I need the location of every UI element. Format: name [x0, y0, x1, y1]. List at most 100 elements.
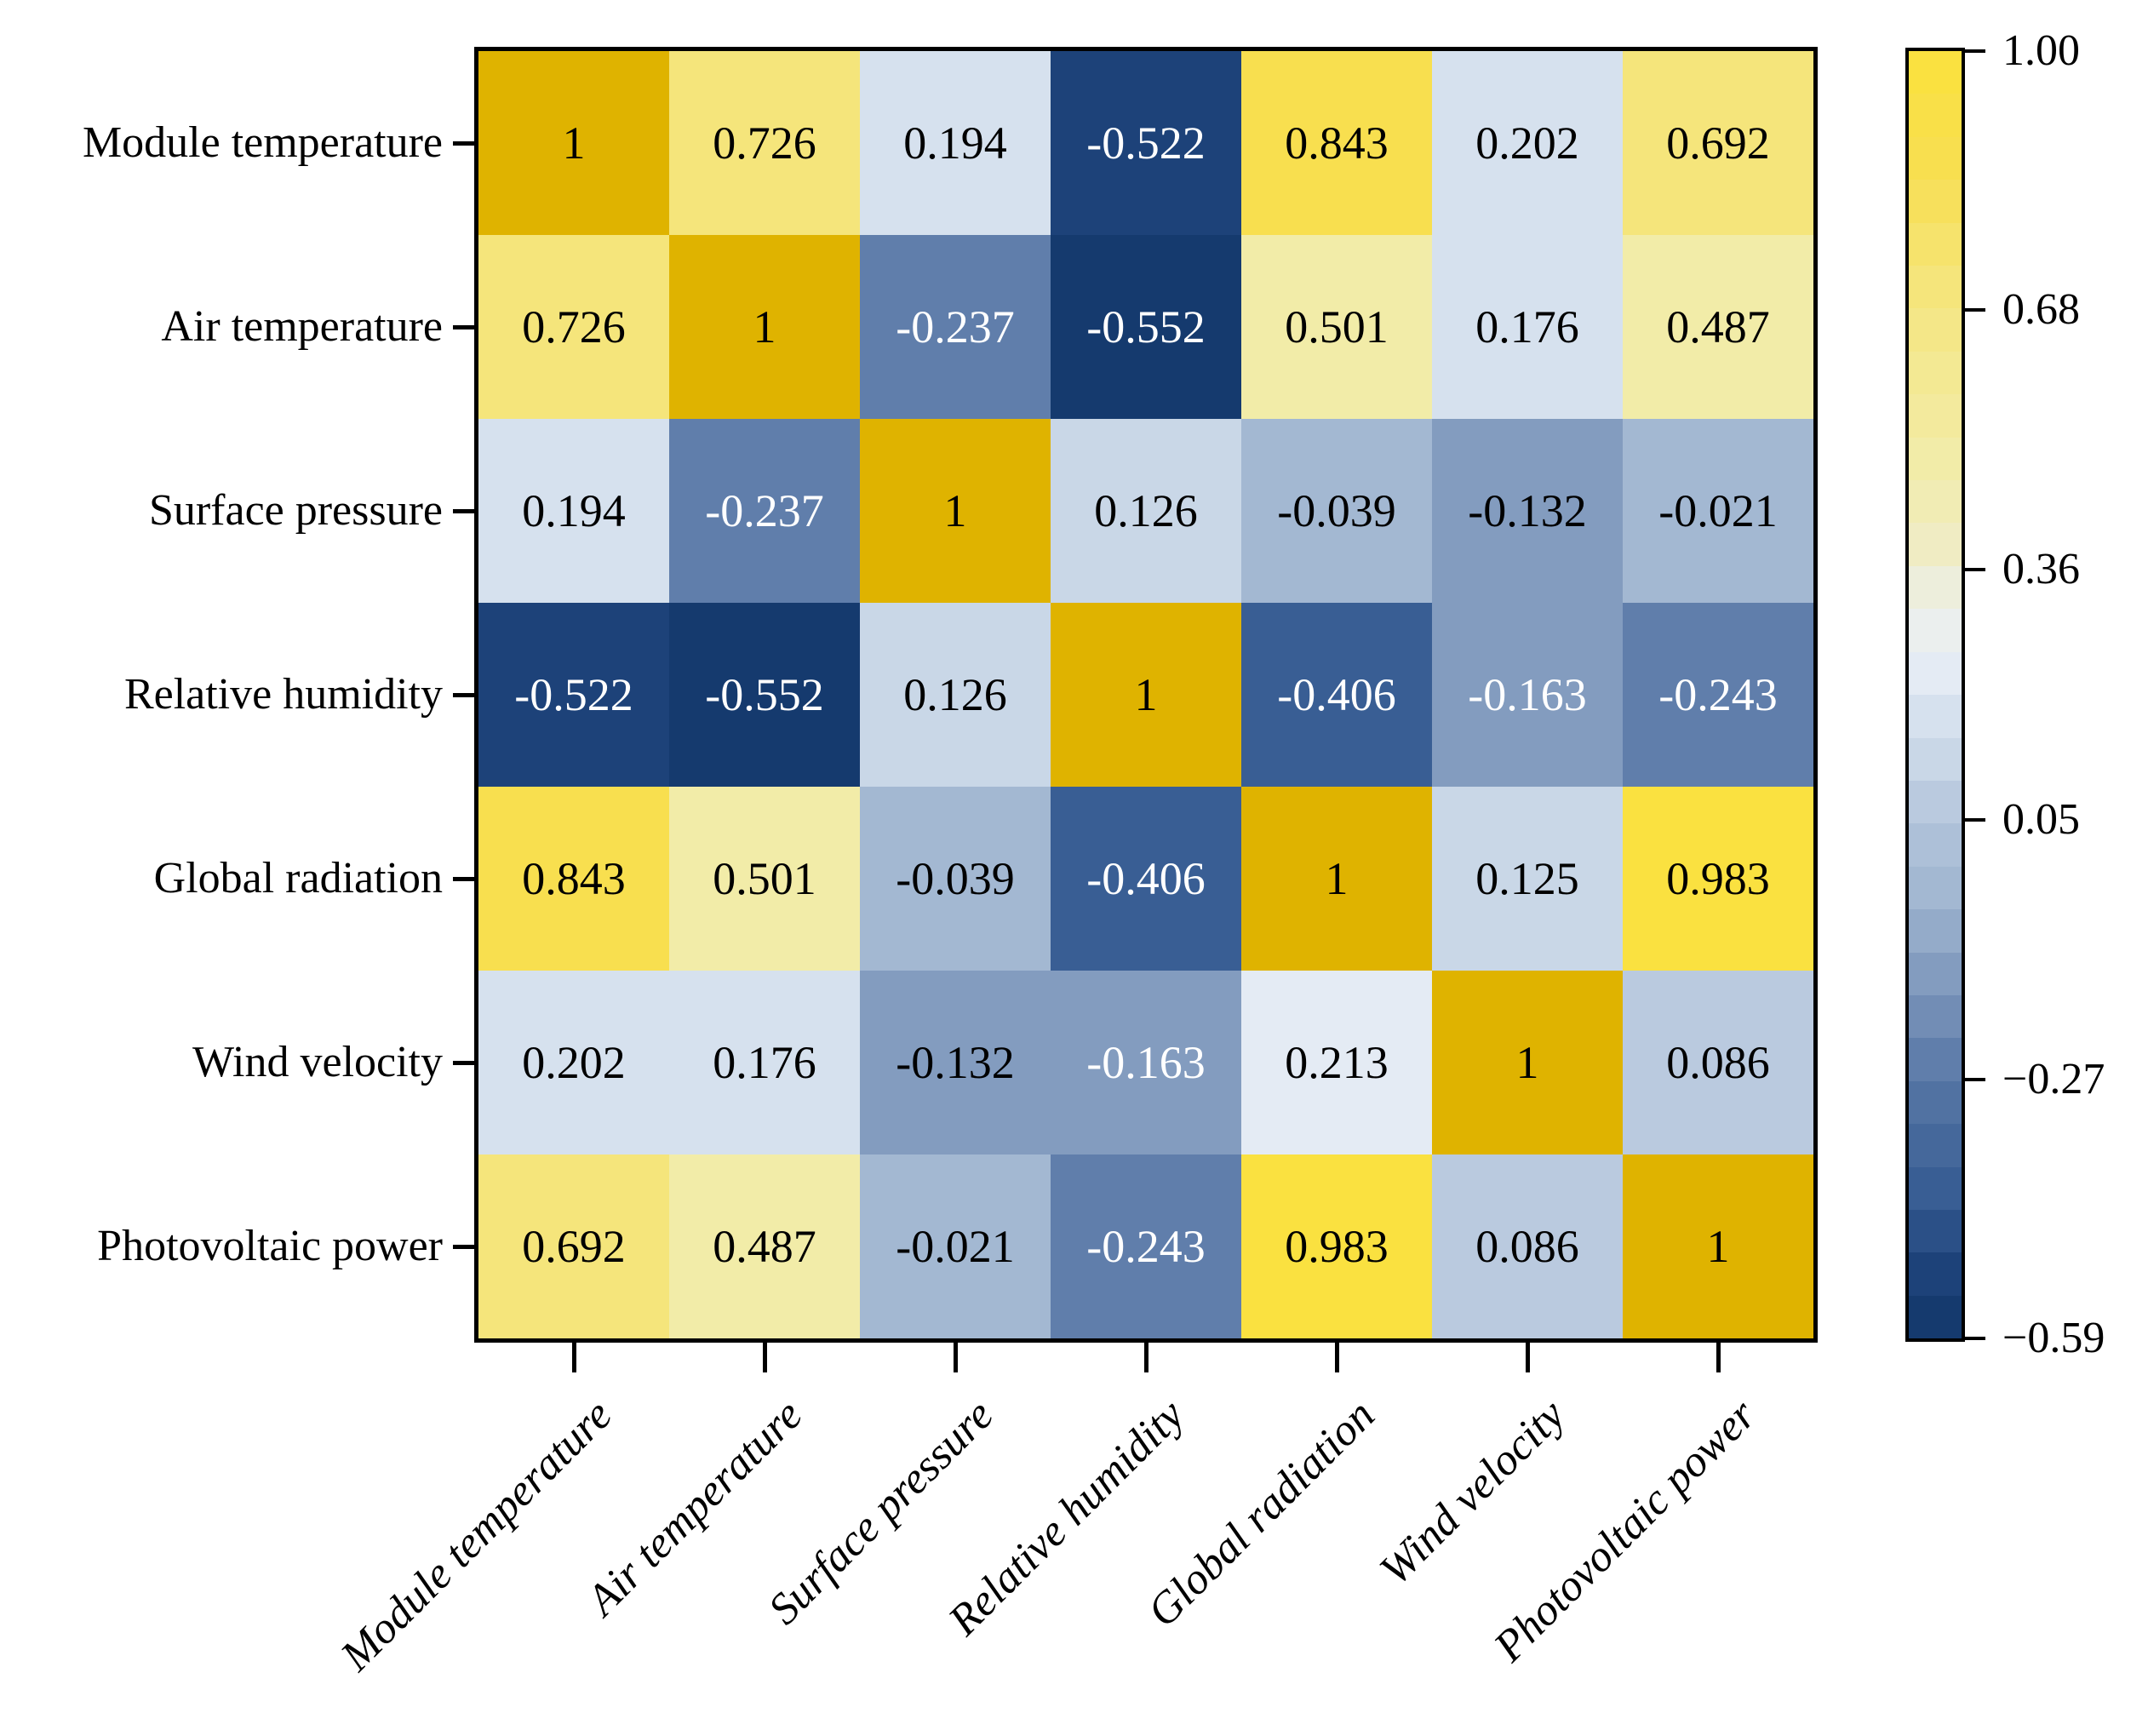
- x-axis-tick: [1716, 1343, 1721, 1372]
- heatmap-cell: -0.406: [1051, 787, 1241, 971]
- y-axis-tick: [453, 1060, 474, 1065]
- heatmap-cell: 0.487: [669, 1154, 860, 1338]
- heatmap-cell: -0.021: [1623, 419, 1813, 603]
- colorbar-segment: [1909, 651, 1962, 696]
- heatmap-cell: 0.487: [1623, 235, 1813, 419]
- colorbar-segment: [1909, 1038, 1962, 1081]
- heatmap-cell: 1: [1241, 787, 1432, 971]
- colorbar-segment: [1909, 266, 1962, 309]
- heatmap-cell: -0.522: [478, 603, 669, 787]
- colorbar-tick-label: 1.00: [2002, 26, 2080, 75]
- colorbar-segment: [1909, 437, 1962, 481]
- heatmap-cell: 1: [669, 235, 860, 419]
- heatmap-cell: 0.125: [1432, 787, 1623, 971]
- heatmap-cell: -0.522: [1051, 51, 1241, 235]
- heatmap-cell: 0.086: [1432, 1154, 1623, 1338]
- colorbar-segment: [1909, 952, 1962, 995]
- colorbar-segment: [1909, 480, 1962, 524]
- colorbar-tick-label: 0.68: [2002, 285, 2080, 335]
- colorbar-segment: [1909, 136, 1962, 180]
- y-axis-tick: [453, 876, 474, 881]
- colorbar-segment: [1909, 695, 1962, 738]
- colorbar-segment: [1909, 51, 1962, 95]
- y-axis-tick: [453, 508, 474, 513]
- heatmap-cell: 0.726: [669, 51, 860, 235]
- heatmap-cell: 0.983: [1241, 1154, 1432, 1338]
- heatmap-cell: -0.552: [669, 603, 860, 787]
- colorbar-tick: [1963, 49, 1985, 53]
- heatmap-cell: 0.692: [478, 1154, 669, 1338]
- heatmap-plot-area: 1 0.726 0.194 -0.522 0.843 0.202 0.692 0.726 1 -0…: [474, 47, 1818, 1343]
- heatmap-cell: -0.039: [1241, 419, 1432, 603]
- heatmap-cell: 0.126: [1051, 419, 1241, 603]
- heatmap-cell: 1: [1623, 1154, 1813, 1338]
- heatmap-cell: 0.692: [1623, 51, 1813, 235]
- colorbar-segment: [1909, 1124, 1962, 1167]
- heatmap-cell: -0.243: [1051, 1154, 1241, 1338]
- heatmap-cell: 1: [478, 51, 669, 235]
- heatmap-cell: 0.501: [669, 787, 860, 971]
- x-axis-label: Module temperature: [331, 1390, 621, 1681]
- heatmap-cell: -0.406: [1241, 603, 1432, 787]
- heatmap-cell: -0.163: [1432, 603, 1623, 787]
- heatmap-cell: 1: [1051, 603, 1241, 787]
- colorbar-tick: [1963, 818, 1985, 822]
- y-axis-label: Air temperature: [161, 302, 443, 351]
- colorbar-tick: [1963, 1337, 1985, 1340]
- y-axis-label: Module temperature: [82, 118, 443, 167]
- heatmap-cell: 1: [860, 419, 1051, 603]
- heatmap-cell: 0.501: [1241, 235, 1432, 419]
- heatmap-cell: 0.194: [478, 419, 669, 603]
- heatmap-cell: 0.176: [669, 971, 860, 1154]
- colorbar-tick-label: −0.59: [2002, 1314, 2105, 1362]
- heatmap-cell: -0.039: [860, 787, 1051, 971]
- colorbar-segment: [1909, 308, 1962, 352]
- y-axis-tick: [453, 1244, 474, 1249]
- heatmap-cell: 0.983: [1623, 787, 1813, 971]
- heatmap-cell: 0.843: [478, 787, 669, 971]
- x-axis-tick: [1143, 1343, 1148, 1372]
- colorbar-segment: [1909, 737, 1962, 781]
- x-axis-tick: [953, 1343, 958, 1372]
- colorbar-segment: [1909, 1166, 1962, 1210]
- colorbar-segment: [1909, 994, 1962, 1039]
- colorbar-segment: [1909, 780, 1962, 824]
- y-axis-label: Surface pressure: [148, 486, 443, 535]
- heatmap-cell: 0.176: [1432, 235, 1623, 419]
- colorbar-segment: [1909, 1080, 1962, 1125]
- heatmap-cell: -0.163: [1051, 971, 1241, 1154]
- y-axis-label: Global radiation: [153, 854, 443, 902]
- heatmap-cell: 0.126: [860, 603, 1051, 787]
- y-axis-label: Photovoltaic power: [97, 1222, 443, 1270]
- colorbar-segment: [1909, 222, 1962, 266]
- colorbar-segment: [1909, 909, 1962, 953]
- colorbar-tick-label: 0.05: [2002, 795, 2080, 845]
- heatmap-cell: 0.213: [1241, 971, 1432, 1154]
- heatmap-cell: -0.132: [860, 971, 1051, 1154]
- heatmap-cell: -0.132: [1432, 419, 1623, 603]
- heatmap-cell: -0.243: [1623, 603, 1813, 787]
- colorbar-segment: [1909, 523, 1962, 566]
- heatmap-cell: 0.086: [1623, 971, 1813, 1154]
- heatmap-cell: -0.552: [1051, 235, 1241, 419]
- heatmap-cell: 0.843: [1241, 51, 1432, 235]
- y-axis-tick: [453, 324, 474, 329]
- y-axis-tick: [453, 140, 474, 146]
- colorbar-segment: [1909, 866, 1962, 910]
- y-axis-label: Relative humidity: [123, 670, 443, 719]
- colorbar-segment: [1909, 565, 1962, 610]
- heatmap-cell: -0.021: [860, 1154, 1051, 1338]
- heatmap-cell: -0.237: [669, 419, 860, 603]
- colorbar-segment: [1909, 94, 1962, 137]
- colorbar-segment: [1909, 609, 1962, 652]
- heatmap-cell: 0.202: [478, 971, 669, 1154]
- heatmap-cell: 0.202: [1432, 51, 1623, 235]
- x-axis-tick: [1334, 1343, 1339, 1372]
- colorbar-tick: [1963, 1077, 1985, 1081]
- y-axis-tick: [453, 692, 474, 697]
- colorbar-segment: [1909, 1252, 1962, 1296]
- x-axis-label: Wind velocity: [1371, 1390, 1575, 1595]
- heatmap-cell: -0.237: [860, 235, 1051, 419]
- colorbar: [1905, 48, 1965, 1342]
- heatmap-cell: 0.194: [860, 51, 1051, 235]
